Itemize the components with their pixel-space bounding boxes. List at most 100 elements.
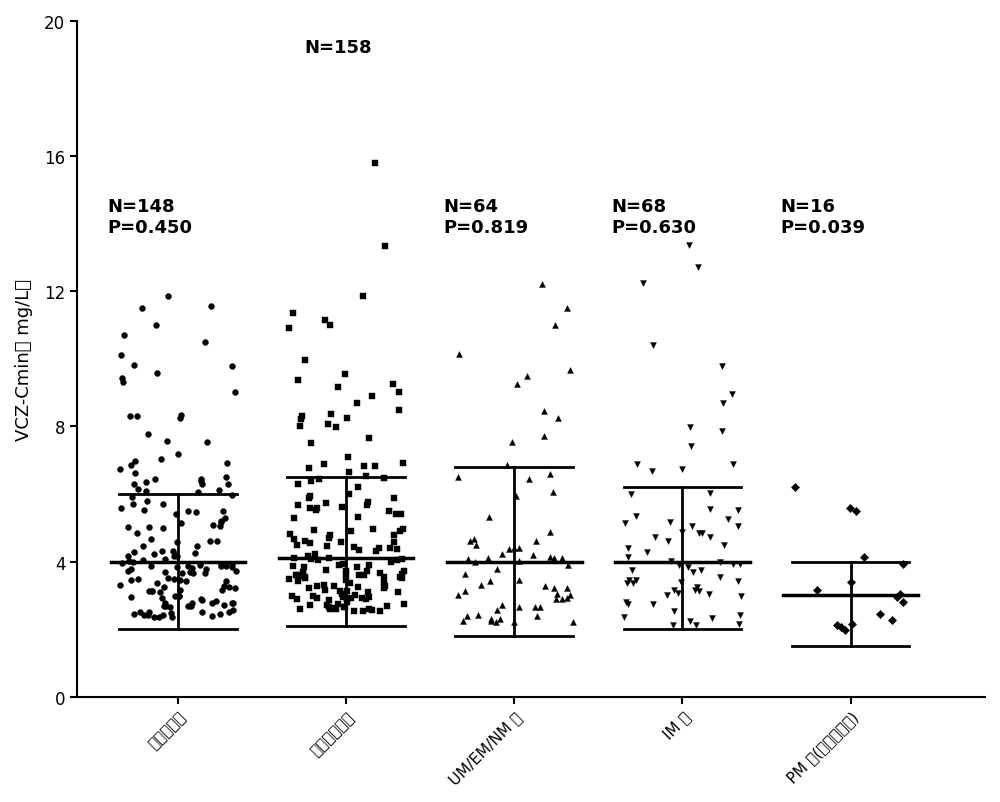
Point [343,525,359,537]
Point [208,595,224,608]
Point [635,277,651,290]
Point [386,529,402,541]
Point [322,602,338,615]
Point [227,387,243,399]
Point [527,601,543,614]
Point [120,521,136,534]
Point [310,554,326,567]
Point [511,555,527,568]
Point [554,593,570,606]
Point [224,597,240,610]
Point [473,579,489,592]
Point [730,575,746,588]
Point [144,585,160,597]
Point [350,481,366,494]
Point [194,606,210,619]
Point [213,516,229,529]
Point [389,543,405,556]
Point [714,425,730,438]
Point [895,596,911,609]
Point [316,579,332,592]
Point [340,452,356,464]
Point [180,504,196,517]
Point [333,537,349,549]
Point [143,561,159,573]
Point [218,560,234,573]
Point [381,505,397,518]
Point [457,585,473,597]
Point [720,513,736,526]
Point [214,584,230,597]
Point [297,571,313,584]
Point [368,545,384,557]
Point [702,531,718,544]
Point [212,520,228,533]
Y-axis label: VCZ-Cmin（ mg/L）: VCZ-Cmin（ mg/L） [15,278,33,440]
Point [123,573,139,586]
Point [290,478,306,491]
Point [848,505,864,518]
Point [123,459,139,472]
Point [339,596,355,609]
Point [198,563,214,576]
Point [355,290,371,303]
Point [125,498,141,511]
Point [317,314,333,327]
Point [488,616,504,629]
Point [302,599,318,612]
Point [483,614,499,626]
Point [183,600,199,613]
Point [309,591,325,604]
Point [134,302,150,315]
Point [297,572,313,585]
Point [166,573,182,585]
Point [732,558,748,571]
Point [395,523,411,536]
Point [394,553,410,566]
Point [492,613,508,626]
Point [346,605,362,618]
Point [559,592,575,605]
Point [305,589,321,602]
Point [151,610,167,623]
Point [155,498,171,511]
Point [166,549,182,562]
Point [225,604,241,617]
Point [135,541,151,553]
Point [684,520,700,533]
Point [308,504,324,516]
Point [140,428,156,441]
Point [162,601,178,614]
Point [309,580,325,593]
Point [390,586,406,599]
Point [629,458,645,471]
Point [146,610,162,623]
Point [173,409,189,422]
Point [319,599,335,612]
Point [645,339,661,352]
Point [350,581,366,593]
Point [733,590,749,603]
Point [732,609,748,622]
Text: N=68
P=0.630: N=68 P=0.630 [612,197,697,237]
Point [154,545,170,558]
Point [189,540,205,553]
Point [459,610,475,623]
Point [302,502,318,515]
Point [549,588,565,601]
Point [184,562,200,575]
Point [506,542,522,555]
Point [376,582,392,595]
Point [224,561,240,574]
Point [673,576,689,589]
Point [136,504,152,516]
Point [663,555,679,568]
Point [391,403,407,416]
Point [289,539,305,552]
Point [392,525,408,537]
Point [136,610,152,622]
Point [211,484,227,497]
Point [113,350,129,363]
Point [354,593,370,606]
Point [360,586,376,599]
